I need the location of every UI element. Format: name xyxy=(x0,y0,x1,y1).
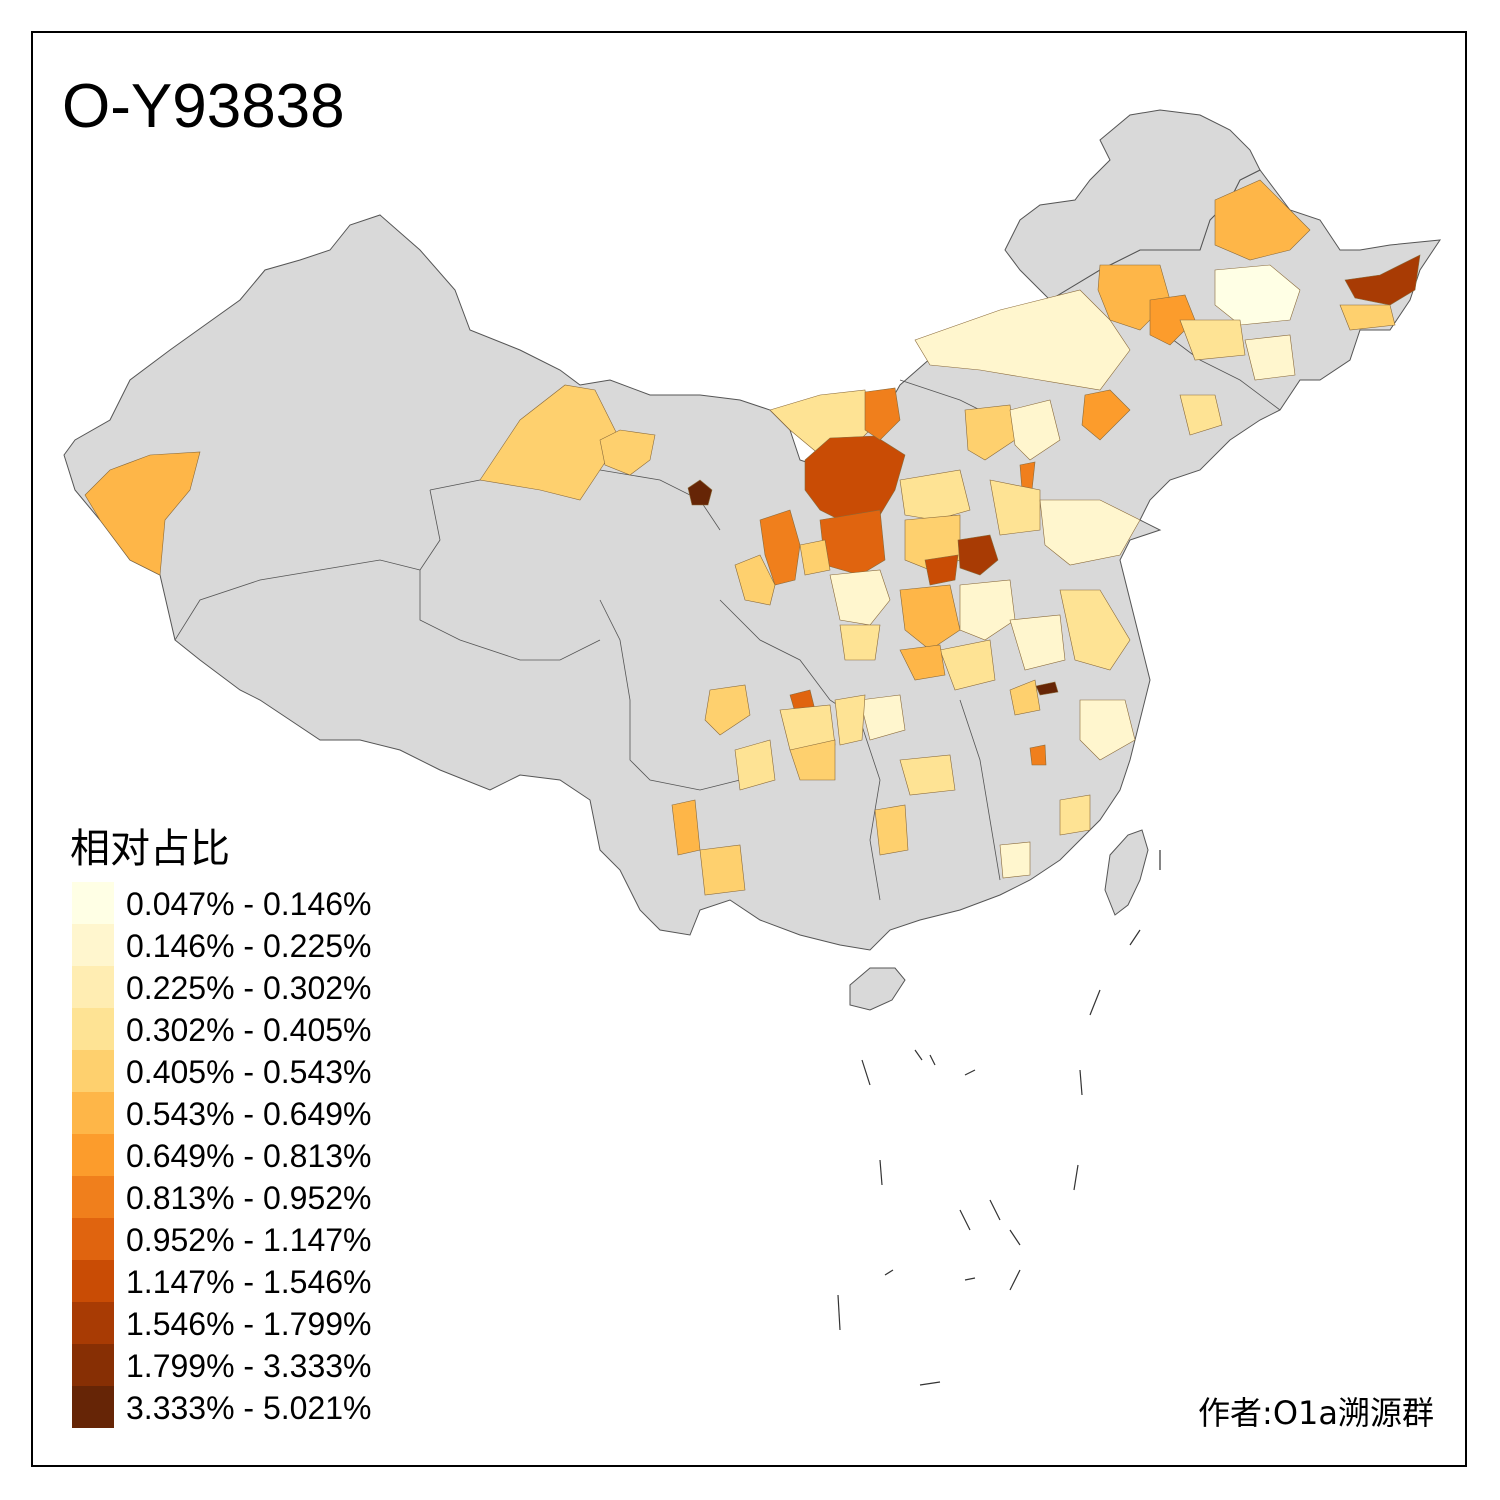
region-fujian xyxy=(1059,794,1091,836)
legend-label: 0.649% - 0.813% xyxy=(126,1138,372,1174)
region-hunan xyxy=(899,754,956,796)
region-shaanxi-s xyxy=(829,569,891,626)
region-liaoning-w xyxy=(1081,389,1131,441)
region-jilin xyxy=(1179,319,1246,361)
region-zhejiang xyxy=(1079,699,1136,761)
region-sichuan-n xyxy=(839,624,881,661)
region-gansu-e xyxy=(734,554,776,606)
region-hulunbuir-e xyxy=(1149,294,1196,346)
region-jiangsu xyxy=(1059,589,1131,671)
legend-swatch xyxy=(72,1134,114,1176)
legend-swatch xyxy=(72,1302,114,1344)
region-guangdong xyxy=(999,841,1031,879)
region-henan-s xyxy=(939,639,996,691)
region-dark-jx xyxy=(1035,681,1059,696)
legend-item: 0.543% - 0.649% xyxy=(72,1092,432,1134)
legend-item: 1.799% - 3.333% xyxy=(72,1344,432,1386)
region-heilong-e xyxy=(1339,304,1396,331)
region-sichuan-e xyxy=(834,694,866,746)
legend-item: 0.302% - 0.405% xyxy=(72,1008,432,1050)
legend-item: 0.405% - 0.543% xyxy=(72,1050,432,1092)
south-sea-islands xyxy=(837,850,1161,1386)
region-anhui xyxy=(1009,614,1066,671)
legend-swatch xyxy=(72,1050,114,1092)
legend-label: 0.302% - 0.405% xyxy=(126,1012,372,1048)
region-chongqing xyxy=(859,694,906,741)
legend-item: 3.333% - 5.021% xyxy=(72,1386,432,1428)
legend-label: 1.799% - 3.333% xyxy=(126,1348,372,1384)
region-liaoning-e xyxy=(1179,394,1223,436)
region-jilin-e xyxy=(1244,334,1296,381)
legend-item: 0.047% - 0.146% xyxy=(72,882,432,924)
legend-swatch xyxy=(72,882,114,924)
region-hebei-c xyxy=(1009,399,1061,461)
region-wuhan xyxy=(1009,679,1041,716)
region-heilong-dark xyxy=(1344,254,1421,306)
legend-swatch xyxy=(72,966,114,1008)
region-shandong xyxy=(1039,499,1141,566)
legend-swatch xyxy=(72,1344,114,1386)
region-baotou xyxy=(864,387,901,441)
legend-label: 0.146% - 0.225% xyxy=(126,928,372,964)
region-hainan xyxy=(849,967,906,1011)
region-shaanxi-c xyxy=(799,539,831,576)
region-hami xyxy=(599,429,656,476)
region-ningxia xyxy=(759,509,801,586)
legend-label: 0.813% - 0.952% xyxy=(126,1180,372,1216)
region-ganzi xyxy=(734,739,776,791)
legend-swatch xyxy=(72,1176,114,1218)
region-heilong-c xyxy=(1214,264,1301,326)
legend-item: 0.649% - 0.813% xyxy=(72,1134,432,1176)
region-beijing xyxy=(1019,461,1036,491)
legend-item: 1.546% - 1.799% xyxy=(72,1302,432,1344)
region-hubei xyxy=(899,644,946,681)
legend-item: 0.146% - 0.225% xyxy=(72,924,432,966)
region-jiangxi-s xyxy=(1029,744,1047,766)
legend-swatch xyxy=(72,1092,114,1134)
legend-label: 0.405% - 0.543% xyxy=(126,1054,372,1090)
region-heihe xyxy=(1214,179,1311,261)
region-yunnan-s xyxy=(699,844,746,896)
legend-swatch xyxy=(72,1386,114,1428)
legend-swatch xyxy=(72,1260,114,1302)
legend-item: 1.147% - 1.546% xyxy=(72,1260,432,1302)
region-guizhou xyxy=(789,739,836,781)
region-shanxi-s xyxy=(924,554,959,586)
legend-label: 0.047% - 0.146% xyxy=(126,886,372,922)
legend-swatch xyxy=(72,924,114,966)
author-credit: 作者:O1a溯源群 xyxy=(1198,1394,1434,1432)
region-ordos xyxy=(804,435,906,526)
region-kashgar xyxy=(84,451,201,576)
legend-label: 0.543% - 0.649% xyxy=(126,1096,372,1132)
region-hebei-n xyxy=(964,404,1016,461)
region-tibet-e xyxy=(704,684,751,736)
region-dark-qh xyxy=(687,479,713,506)
region-guangxi xyxy=(874,804,909,856)
map-title: O-Y93838 xyxy=(62,72,345,141)
region-henan-w xyxy=(899,584,961,651)
legend-item: 0.225% - 0.302% xyxy=(72,966,432,1008)
region-taiwan xyxy=(1104,829,1149,916)
legend-swatch xyxy=(72,1008,114,1050)
region-shanxi-n xyxy=(899,469,971,521)
data-regions xyxy=(84,179,1421,896)
legend-item: 0.952% - 1.147% xyxy=(72,1218,432,1260)
region-hebei-s xyxy=(989,479,1041,536)
legend-item: 0.813% - 0.952% xyxy=(72,1176,432,1218)
region-northeast xyxy=(1004,109,1261,301)
region-inner-mongolia-c xyxy=(914,289,1131,391)
legend-label: 1.546% - 1.799% xyxy=(126,1306,372,1342)
legend-label: 3.333% - 5.021% xyxy=(126,1390,372,1426)
legend-label: 0.225% - 0.302% xyxy=(126,970,372,1006)
legend-title: 相对占比 xyxy=(70,826,230,872)
legend-swatch xyxy=(72,1218,114,1260)
region-henan-c xyxy=(959,579,1016,641)
region-shaanxi-n xyxy=(819,509,886,576)
region-shanxi-dark xyxy=(957,534,999,576)
legend-label: 0.952% - 1.147% xyxy=(126,1222,372,1258)
legend-label: 1.147% - 1.546% xyxy=(126,1264,372,1300)
